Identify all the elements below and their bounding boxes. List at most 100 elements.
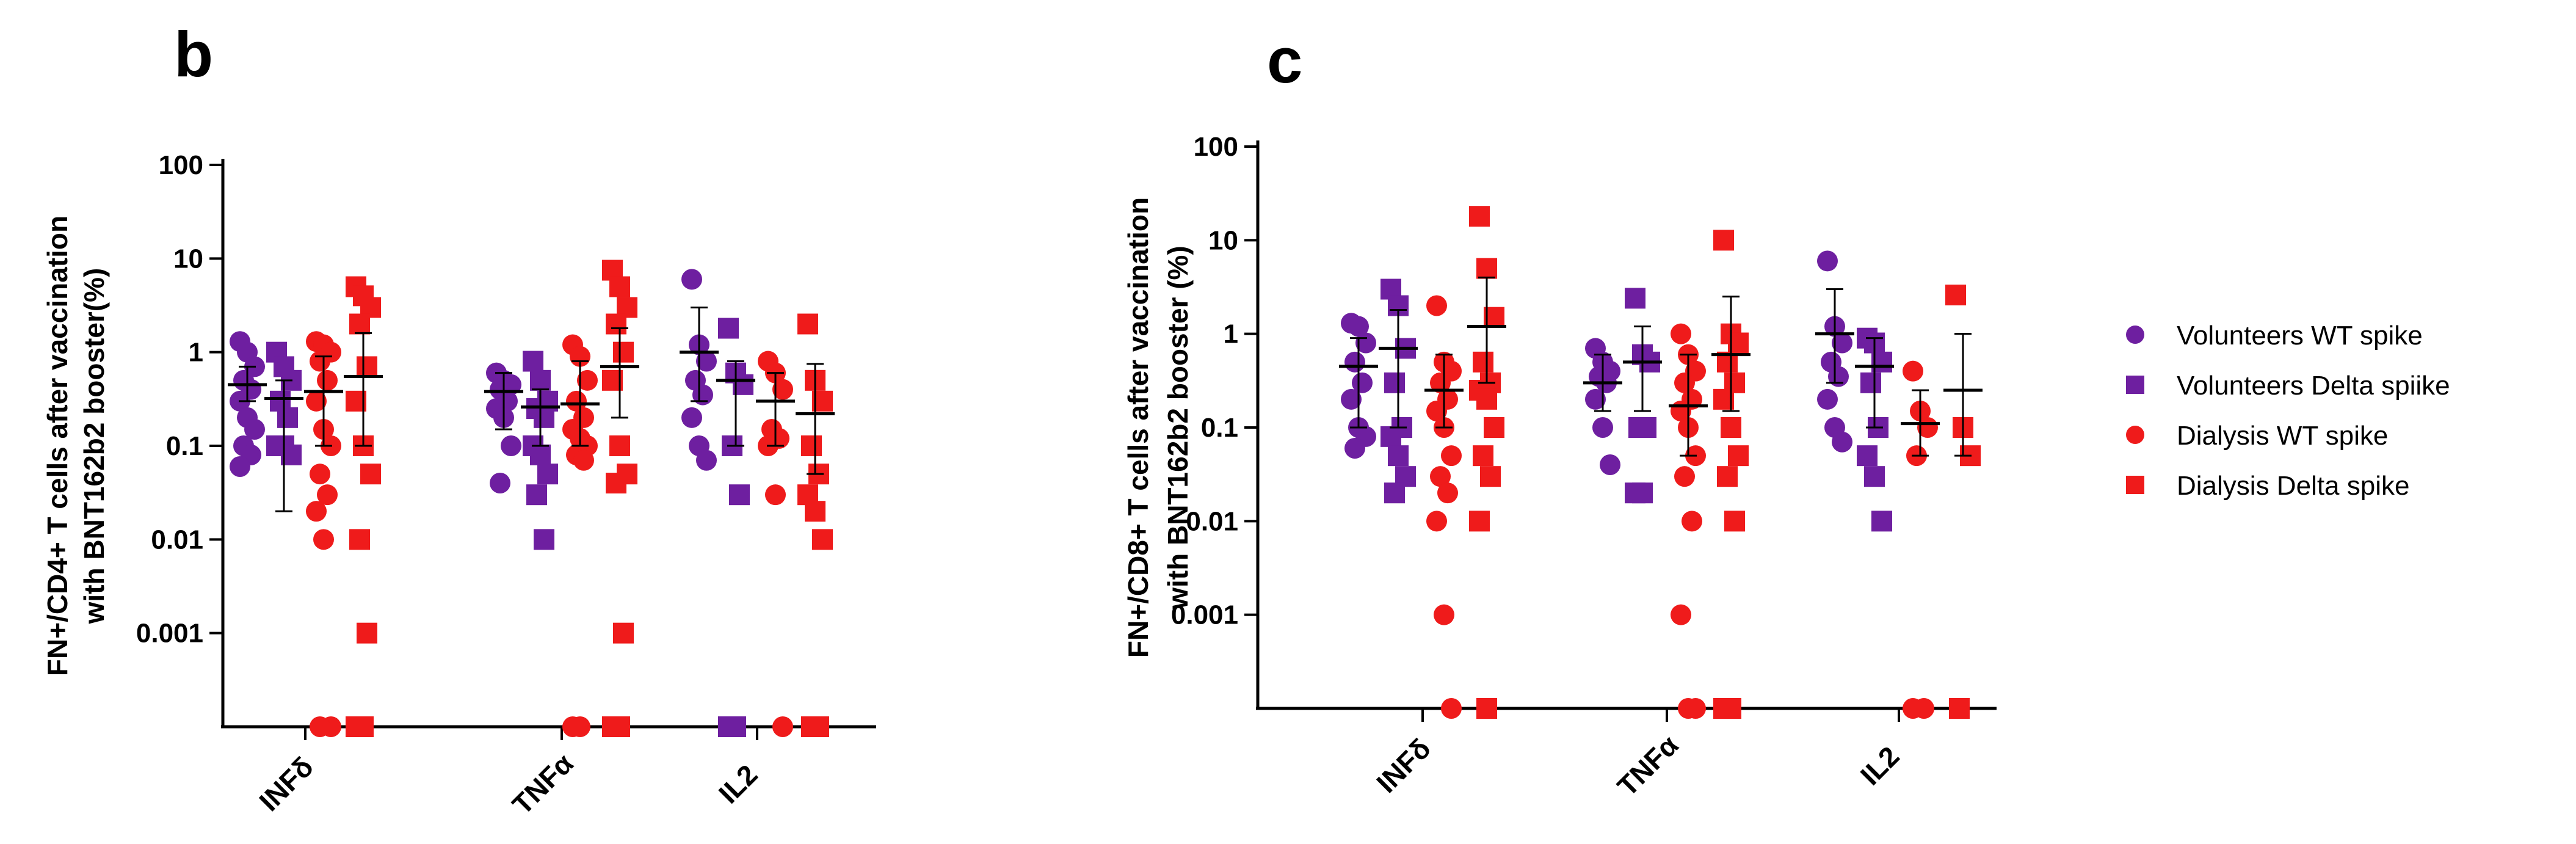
data-point bbox=[1857, 445, 1878, 467]
data-point bbox=[1713, 230, 1734, 251]
data-point bbox=[772, 379, 793, 400]
data-point bbox=[1430, 372, 1451, 393]
data-point bbox=[1469, 511, 1490, 532]
data-point bbox=[310, 716, 330, 737]
data-point bbox=[1721, 417, 1741, 438]
data-point bbox=[725, 716, 746, 737]
y-axis-label: with BNT162b2 booster(%) bbox=[78, 268, 110, 625]
legend-marker bbox=[2126, 476, 2144, 494]
data-point bbox=[530, 369, 551, 391]
data-point bbox=[523, 351, 543, 372]
y-tick-label: 1 bbox=[189, 338, 203, 368]
data-point bbox=[534, 529, 554, 550]
data-point bbox=[1484, 417, 1504, 438]
data-point bbox=[696, 449, 717, 471]
data-point bbox=[1945, 285, 1966, 306]
data-point bbox=[1860, 372, 1881, 393]
chart-c: 100 10 1 0.1 0.01 0.001 FN+/CD8+ T cells after… bbox=[1122, 132, 1997, 802]
data-point bbox=[1441, 698, 1462, 719]
y-tick-label: 1 bbox=[1224, 319, 1238, 349]
data-point bbox=[1685, 698, 1706, 719]
data-point bbox=[1671, 323, 1691, 344]
data-point bbox=[681, 407, 702, 428]
data-point bbox=[1817, 250, 1838, 272]
y-tick-label: 10 bbox=[1208, 225, 1238, 255]
panel-label-b: b bbox=[174, 19, 213, 90]
data-point bbox=[1430, 466, 1451, 487]
data-point bbox=[1717, 466, 1738, 487]
data-point bbox=[1728, 445, 1749, 467]
data-point bbox=[1828, 366, 1849, 387]
data-point bbox=[313, 529, 334, 550]
x-tick-label: TNFα bbox=[506, 748, 579, 821]
legend-marker bbox=[2126, 326, 2144, 344]
data-point bbox=[1426, 400, 1447, 421]
data-point bbox=[1864, 466, 1885, 487]
y-tick-label: 0.001 bbox=[1171, 600, 1238, 630]
y-tick-label: 0.1 bbox=[1201, 413, 1238, 443]
x-tick-label: INFδ bbox=[253, 751, 319, 817]
data-point bbox=[1636, 417, 1656, 438]
data-point bbox=[801, 435, 822, 456]
data-point bbox=[808, 716, 829, 737]
data-point bbox=[1476, 258, 1497, 279]
data-point bbox=[230, 456, 250, 478]
data-point bbox=[1384, 372, 1405, 393]
data-point bbox=[609, 276, 630, 297]
data-point bbox=[349, 313, 370, 335]
y-tick-label: 0.1 bbox=[166, 431, 203, 461]
data-point bbox=[534, 407, 554, 428]
data-point bbox=[1721, 698, 1741, 719]
x-tick-label: IL2 bbox=[713, 759, 764, 810]
legend-label: Volunteers Delta spiike bbox=[2177, 371, 2450, 401]
data-point bbox=[306, 501, 327, 522]
legend-label: Dialysis Delta spike bbox=[2177, 471, 2409, 501]
data-point bbox=[501, 435, 521, 456]
data-point bbox=[1832, 431, 1852, 453]
legend-marker bbox=[2126, 376, 2144, 394]
y-tick-label: 0.01 bbox=[151, 525, 203, 555]
data-point bbox=[1903, 698, 1923, 719]
x-tick-label: IL2 bbox=[1854, 740, 1906, 791]
data-point bbox=[765, 484, 786, 506]
x-tick-label: INFδ bbox=[1370, 732, 1437, 799]
data-point bbox=[566, 390, 587, 412]
data-point bbox=[696, 351, 717, 372]
legend-marker bbox=[2126, 426, 2144, 444]
data-point bbox=[1441, 445, 1462, 467]
data-point bbox=[1348, 316, 1369, 337]
data-point bbox=[812, 529, 833, 550]
panel-label-c: c bbox=[1267, 25, 1302, 96]
data-point bbox=[1592, 417, 1613, 438]
data-point bbox=[1426, 295, 1447, 316]
data-point bbox=[609, 716, 630, 737]
data-point bbox=[357, 356, 377, 377]
data-point bbox=[1674, 372, 1695, 393]
data-point bbox=[772, 716, 793, 737]
data-point bbox=[1600, 454, 1620, 476]
data-point bbox=[317, 484, 338, 506]
data-point bbox=[1426, 511, 1447, 532]
data-point bbox=[729, 484, 750, 506]
data-point bbox=[613, 622, 634, 644]
data-point bbox=[1476, 388, 1497, 410]
y-tick-label: 0.01 bbox=[1186, 506, 1238, 536]
data-point bbox=[1344, 438, 1365, 459]
legend-label: Volunteers WT spike bbox=[2177, 321, 2423, 351]
y-axis-label: FN+/CD4+ T cells after vaccination bbox=[42, 216, 73, 676]
data-point bbox=[1344, 351, 1365, 373]
data-point bbox=[692, 384, 713, 406]
data-point bbox=[1384, 482, 1405, 504]
data-point bbox=[310, 351, 330, 372]
data-point bbox=[1625, 288, 1645, 309]
data-point bbox=[360, 464, 381, 485]
data-point bbox=[606, 313, 626, 335]
data-point bbox=[1632, 482, 1653, 504]
data-point bbox=[1682, 511, 1702, 532]
data-point bbox=[1480, 466, 1501, 487]
data-point bbox=[357, 622, 377, 644]
data-point bbox=[1871, 511, 1892, 532]
data-point bbox=[718, 318, 739, 339]
data-point bbox=[1724, 511, 1745, 532]
